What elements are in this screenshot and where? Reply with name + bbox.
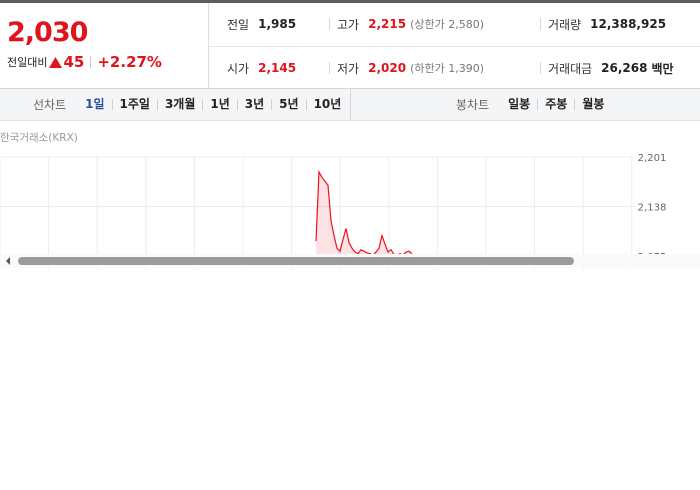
separator [540, 18, 541, 30]
separator [90, 56, 92, 68]
stat-cell: 고가 2,215 (상한가 2,580) [337, 3, 484, 45]
y-tick-label: 2,138 [638, 203, 667, 214]
stat-cell: 거래대금 26,268 백만 [548, 47, 674, 89]
price-area [316, 171, 412, 254]
stat-value: 2,020 [368, 61, 407, 75]
stats-row: 시가 2,145 저가 2,020 (하한가 1,390) 거래대금 26,268 백만 [209, 46, 700, 89]
period-tab[interactable]: 5년 [271, 98, 305, 110]
stat-label: 거래대금 [548, 61, 593, 76]
stats-table: 전일 1,985 고가 2,215 (상한가 2,580) 거래량 12,388,925 시가… [209, 3, 700, 88]
scrollbar-thumb[interactable] [18, 257, 574, 265]
period-tab[interactable]: 1주일 [111, 98, 157, 110]
period-tab[interactable]: 3개월 [156, 98, 202, 110]
stat-label: 고가 [337, 17, 360, 32]
stat-unit: 백만 [651, 61, 674, 76]
separator [350, 89, 351, 120]
stat-value: 2,215 [368, 17, 407, 31]
stat-label: 전일 [227, 17, 250, 32]
price-line [315, 169, 413, 254]
stat-cell: 전일 1,985 [227, 3, 296, 45]
current-price: 2,030 [7, 17, 88, 48]
candle-chart-tabs: 봉차트 일봉 주봉 월봉 [456, 89, 611, 120]
candle-tab[interactable]: 일봉 [508, 97, 531, 111]
stats-row: 전일 1,985 고가 2,215 (상한가 2,580) 거래량 12,388,925 [209, 3, 700, 45]
stat-label: 거래량 [548, 17, 582, 32]
stat-value: 2,145 [258, 61, 297, 75]
tab-group-label: 봉차트 [456, 98, 490, 112]
change-info: 전일대비 45 +2.27% [7, 53, 162, 71]
price-box: 2,030 전일대비 45 +2.27% [0, 3, 209, 88]
stat-cell: 저가 2,020 (하한가 1,390) [337, 47, 484, 89]
chart-tabs: 선차트 1일 1주일 3개월 1년 3년 5년 10년 봉차트 일봉 주봉 월봉 [0, 88, 700, 121]
stat-cell: 거래량 12,388,925 [548, 3, 666, 45]
period-tab[interactable]: 3년 [236, 98, 271, 110]
stat-value: 26,268 [601, 61, 648, 75]
change-label: 전일대비 [7, 56, 48, 69]
y-tick-label: 2,201 [638, 153, 667, 164]
separator [329, 18, 330, 30]
up-arrow-icon [49, 56, 63, 68]
change-rate: +2.27% [97, 53, 162, 71]
change-amount: 45 [63, 53, 85, 71]
candle-tab[interactable]: 주봉 [537, 98, 574, 110]
stat-label: 저가 [337, 61, 360, 76]
period-tab[interactable]: 1일 [85, 97, 105, 111]
stat-value: 12,388,925 [590, 17, 667, 31]
scroll-left-arrow [6, 257, 10, 265]
separator [540, 62, 541, 74]
data-source: 한국거래소(KRX) [0, 132, 78, 144]
candle-tab[interactable]: 월봉 [574, 98, 611, 110]
top-border [0, 0, 700, 3]
stat-cell: 시가 2,145 [227, 47, 296, 89]
stat-label: 시가 [227, 61, 250, 76]
tab-group-label: 선차트 [33, 98, 67, 112]
stat-note: (하한가 1,390) [410, 62, 484, 75]
stat-value: 1,985 [258, 17, 297, 31]
period-tab[interactable]: 10년 [305, 98, 349, 110]
line-chart-tabs: 선차트 1일 1주일 3개월 1년 3년 5년 10년 [33, 89, 348, 120]
plot [315, 169, 413, 254]
separator [329, 62, 330, 74]
period-tab[interactable]: 1년 [202, 98, 236, 110]
stat-note: (상한가 2,580) [410, 18, 484, 31]
